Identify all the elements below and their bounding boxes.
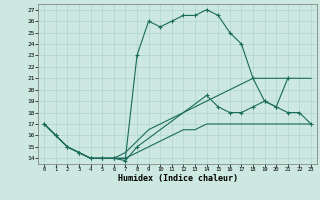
X-axis label: Humidex (Indice chaleur): Humidex (Indice chaleur) <box>118 174 238 183</box>
